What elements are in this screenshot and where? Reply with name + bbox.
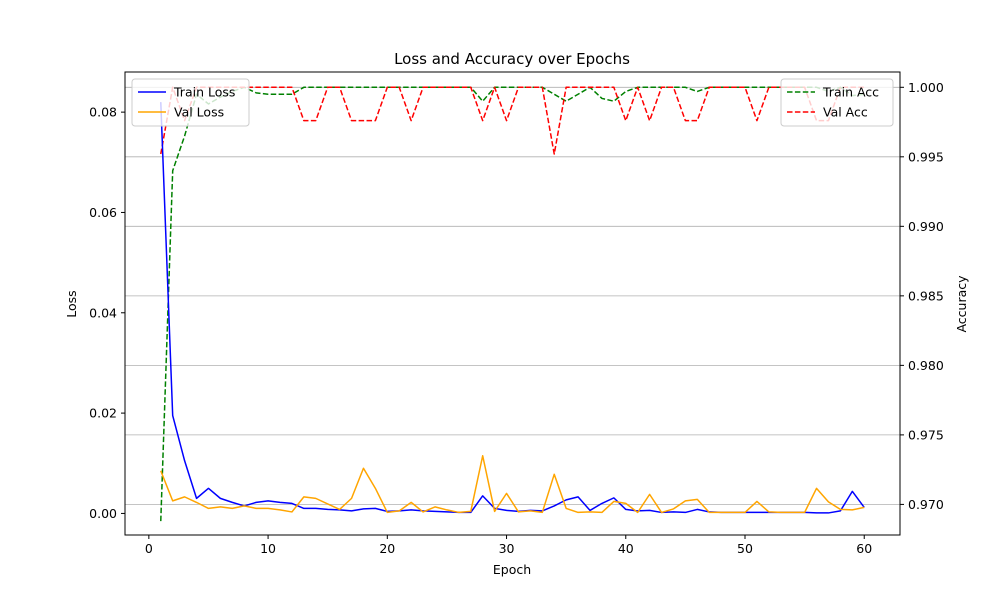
y-right-tick-label: 0.975	[908, 427, 944, 442]
series-line-train-acc	[160, 86, 865, 522]
y-right-tick-label: 0.995	[908, 149, 944, 164]
x-tick-label: 10	[260, 541, 276, 556]
chart-title: Loss and Accuracy over Epochs	[394, 50, 630, 68]
y-right-tick-label: 1.000	[908, 80, 944, 95]
x-tick-label: 50	[737, 541, 753, 556]
y-right-axis: 0.970 0.975 0.980 0.985 0.990 0.995 1.000	[900, 80, 944, 512]
legend-label: Train Loss	[173, 85, 235, 100]
x-tick-label: 0	[145, 541, 153, 556]
legend-left: Train Loss Val Loss	[131, 78, 250, 127]
x-tick-label: 40	[618, 541, 634, 556]
y-right-axis-title: Accuracy	[954, 275, 969, 333]
series-line-train-loss	[160, 102, 865, 514]
legend-right: Train Acc Val Acc	[780, 78, 894, 127]
y-right-tick-label: 0.990	[908, 219, 944, 234]
series-line-val-acc	[160, 86, 865, 155]
legend-label: Val Acc	[823, 105, 868, 120]
y-left-tick-label: 0.04	[89, 305, 117, 320]
y-right-tick-label: 0.970	[908, 497, 944, 512]
y-left-tick-label: 0.02	[89, 406, 117, 421]
legend-label: Val Loss	[174, 105, 224, 120]
y-left-tick-label: 0.00	[89, 506, 117, 521]
plot-area	[125, 72, 900, 535]
y-left-tick-label: 0.06	[89, 205, 117, 220]
x-tick-label: 30	[499, 541, 515, 556]
series-layer	[160, 86, 865, 522]
y-left-axis: 0.00 0.02 0.04 0.06 0.08	[89, 105, 125, 521]
series-line-val-loss	[160, 454, 865, 514]
legend-label: Train Acc	[822, 85, 879, 100]
plot-frame	[124, 71, 901, 536]
x-tick-label: 60	[856, 541, 872, 556]
x-tick-label: 20	[379, 541, 395, 556]
x-axis: 0 10 20 30 40 50 60	[145, 535, 872, 556]
y-left-axis-title: Loss	[64, 290, 79, 317]
legend-box	[131, 78, 250, 127]
y-right-tick-label: 0.985	[908, 288, 944, 303]
y-left-tick-label: 0.08	[89, 105, 117, 120]
x-axis-title: Epoch	[493, 562, 531, 577]
y-right-tick-label: 0.980	[908, 358, 944, 373]
legend-box	[780, 78, 894, 127]
